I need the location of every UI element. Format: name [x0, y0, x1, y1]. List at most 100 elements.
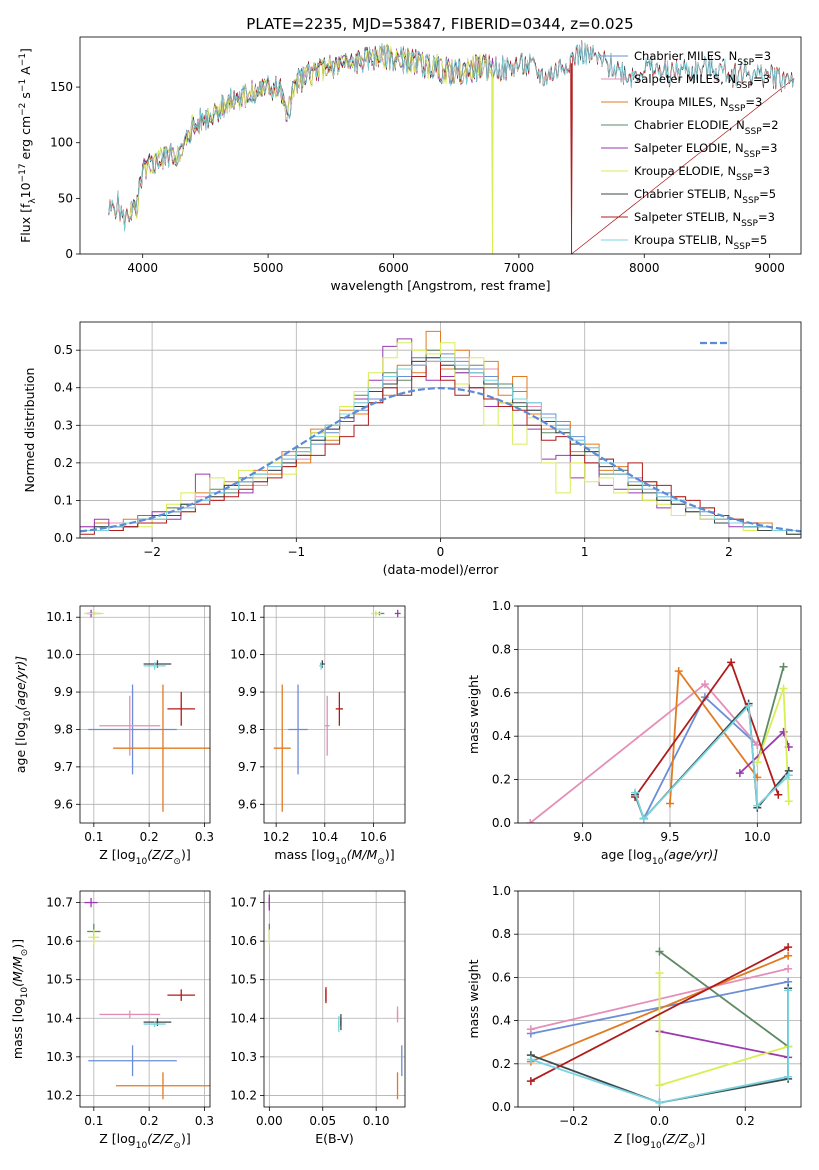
- label-part: SSP: [744, 150, 761, 160]
- label-part: ]: [18, 48, 33, 53]
- figure-title: PLATE=2235, MJD=53847, FIBERID=0344, z=0…: [246, 15, 633, 33]
- x-axis-label: Z [log10(Z/Z⊙)]: [614, 1131, 705, 1151]
- x-tick-label: 0.1: [84, 830, 103, 844]
- mass-weight-vs-metallicity-panel: −0.2 0.0 0.2 0.0 0.2 0.4 0.6 0.8 1.0 Z [log10(Z/Z…: [466, 884, 802, 1151]
- data-point-kroupa-miles: [273, 684, 291, 812]
- label-part: mass weight: [466, 959, 481, 1038]
- label-part: −2: [18, 103, 28, 116]
- label-part: −17: [18, 163, 28, 182]
- label-part: 10: [652, 857, 664, 867]
- series-line: [659, 1030, 789, 1059]
- data-point-chabrier-miles: [288, 684, 308, 775]
- y-tick-label: 10.0: [230, 648, 257, 662]
- label-part: −1: [18, 53, 28, 66]
- legend-label: Salpeter MILES, NSSP=3: [634, 72, 770, 91]
- y-tick-label: 0.6: [492, 686, 511, 700]
- x-tick-label: 10.0: [744, 830, 771, 844]
- series-line: [658, 973, 789, 1087]
- data-point-kroupa-miles: [115, 1072, 210, 1100]
- legend-label: Kroupa STELIB, NSSP=5: [634, 233, 767, 252]
- age-vs-mass-panel: 10.2 10.4 10.6 9.6 9.7 9.8 9.9 10.0 10.1 mass [lo…: [230, 605, 406, 867]
- plus-marker: [655, 947, 664, 956]
- series-line: [658, 950, 789, 1048]
- label-part: E(B-V): [315, 1131, 354, 1146]
- x-tick-label: −1: [287, 545, 305, 559]
- x-tick-label: 2: [725, 545, 733, 559]
- series-line: [529, 682, 758, 823]
- x-tick-label: 0.1: [84, 1114, 103, 1128]
- label-part: =3: [753, 164, 770, 178]
- residuals-panel: −2 −1 0 1 2 0.0 0.1 0.2 0.3 0.4 0.5 (data-model)/er…: [22, 321, 802, 577]
- x-tick-label: 10.4: [311, 830, 338, 844]
- label-part: SSP: [729, 104, 746, 114]
- label-part: =5: [759, 187, 776, 201]
- data-point-kroupa-elodie: [88, 929, 100, 945]
- histogram-kroupa-stelib: [80, 357, 801, 538]
- spectrum-line-kroupa-stelib: [108, 40, 795, 232]
- series-kroupa-elodie: [655, 969, 793, 1090]
- y-tick-label: 1.0: [492, 599, 511, 613]
- data-point-kroupa-miles: [113, 684, 210, 812]
- y-tick-label: 10.6: [46, 934, 73, 948]
- y-tick-label: 9.8: [238, 722, 257, 736]
- x-tick-label: 6000: [378, 261, 409, 275]
- label-part: SSP: [734, 242, 751, 252]
- y-tick-label: 9.7: [54, 760, 73, 774]
- label-part: mass [log: [10, 998, 25, 1059]
- axes-frame: [79, 36, 802, 255]
- histogram-salpeter-stelib: [80, 360, 801, 538]
- label-part: Chabrier ELODIE, N: [634, 118, 745, 132]
- label-part: SSP: [741, 219, 758, 229]
- y-tick-label: 9.9: [54, 685, 73, 699]
- mass-vs-metallicity-panel: 0.1 0.2 0.310.210.310.410.510.610.7Z [log1…: [10, 890, 214, 1151]
- label-part: SSP: [736, 173, 753, 183]
- y-tick-label: 50: [58, 191, 73, 205]
- x-tick-label: 9.5: [660, 830, 679, 844]
- age-vs-metallicity-panel: 0.1 0.2 0.39.69.79.89.910.010.1Z [log10(Z/…: [13, 605, 214, 867]
- y-axis-label: Normed distribution: [22, 368, 37, 493]
- series-kroupa-stelib: [526, 986, 793, 1107]
- label-part: Flux [f: [18, 203, 33, 243]
- axes-frame: [263, 890, 406, 1108]
- label-part: s: [18, 92, 33, 103]
- data-point-kroupa-stelib: [143, 662, 166, 670]
- label-part: ⊙: [20, 949, 30, 957]
- label-part: (data-model)/error: [383, 562, 500, 577]
- plus-marker: [526, 1025, 535, 1034]
- axes-frame: [79, 890, 211, 1108]
- y-tick-label: 10.5: [230, 973, 257, 987]
- spectrum-panel: 4000 5000 6000 7000 8000 9000 0 50 100 150 Chabrie…: [18, 36, 802, 293]
- label-part: (M/M: [10, 956, 25, 987]
- data-point-salpeter-elodie: [84, 897, 98, 908]
- label-part: Kroupa STELIB, N: [634, 233, 734, 247]
- label-part: )]: [695, 1131, 705, 1146]
- data-point-kroupa-elodie: [83, 610, 104, 617]
- label-part: Salpeter ELODIE, N: [634, 141, 744, 155]
- label-part: erg cm: [18, 116, 33, 164]
- label-part: )]: [385, 847, 395, 862]
- plot-area: [83, 609, 210, 812]
- label-part: (Z/Z: [147, 1131, 174, 1146]
- x-axis-label: (data-model)/error: [383, 562, 500, 577]
- label-part: Salpeter MILES, N: [634, 72, 736, 86]
- x-axis-label: E(B-V): [315, 1131, 354, 1146]
- data-point-salpeter-miles: [99, 1010, 161, 1019]
- label-part: SSP: [737, 58, 754, 68]
- axes-frame: [263, 605, 406, 824]
- data-point-kroupa-elodie: [370, 610, 381, 617]
- data-point-chabrier-stelib: [143, 1018, 172, 1026]
- y-axis-label: Flux [fλ10−17 erg cm−2 s−1 A−1]: [18, 48, 38, 243]
- plot-area: [80, 330, 801, 538]
- data-point-salpeter-stelib: [335, 692, 344, 726]
- data-point-salpeter-elodie: [394, 609, 401, 618]
- plot-area: [526, 943, 793, 1107]
- y-tick-label: 0.4: [492, 729, 511, 743]
- x-tick-label: 0.3: [195, 1114, 214, 1128]
- label-part: 10: [650, 1141, 662, 1151]
- x-tick-label: 1: [581, 545, 589, 559]
- y-tick-label: 9.7: [238, 760, 257, 774]
- data-point-salpeter-miles: [99, 695, 161, 756]
- y-tick-label: 0.6: [492, 970, 511, 984]
- data-point-chabrier-miles: [88, 1045, 177, 1077]
- series-salpeter-stelib: [526, 943, 793, 1086]
